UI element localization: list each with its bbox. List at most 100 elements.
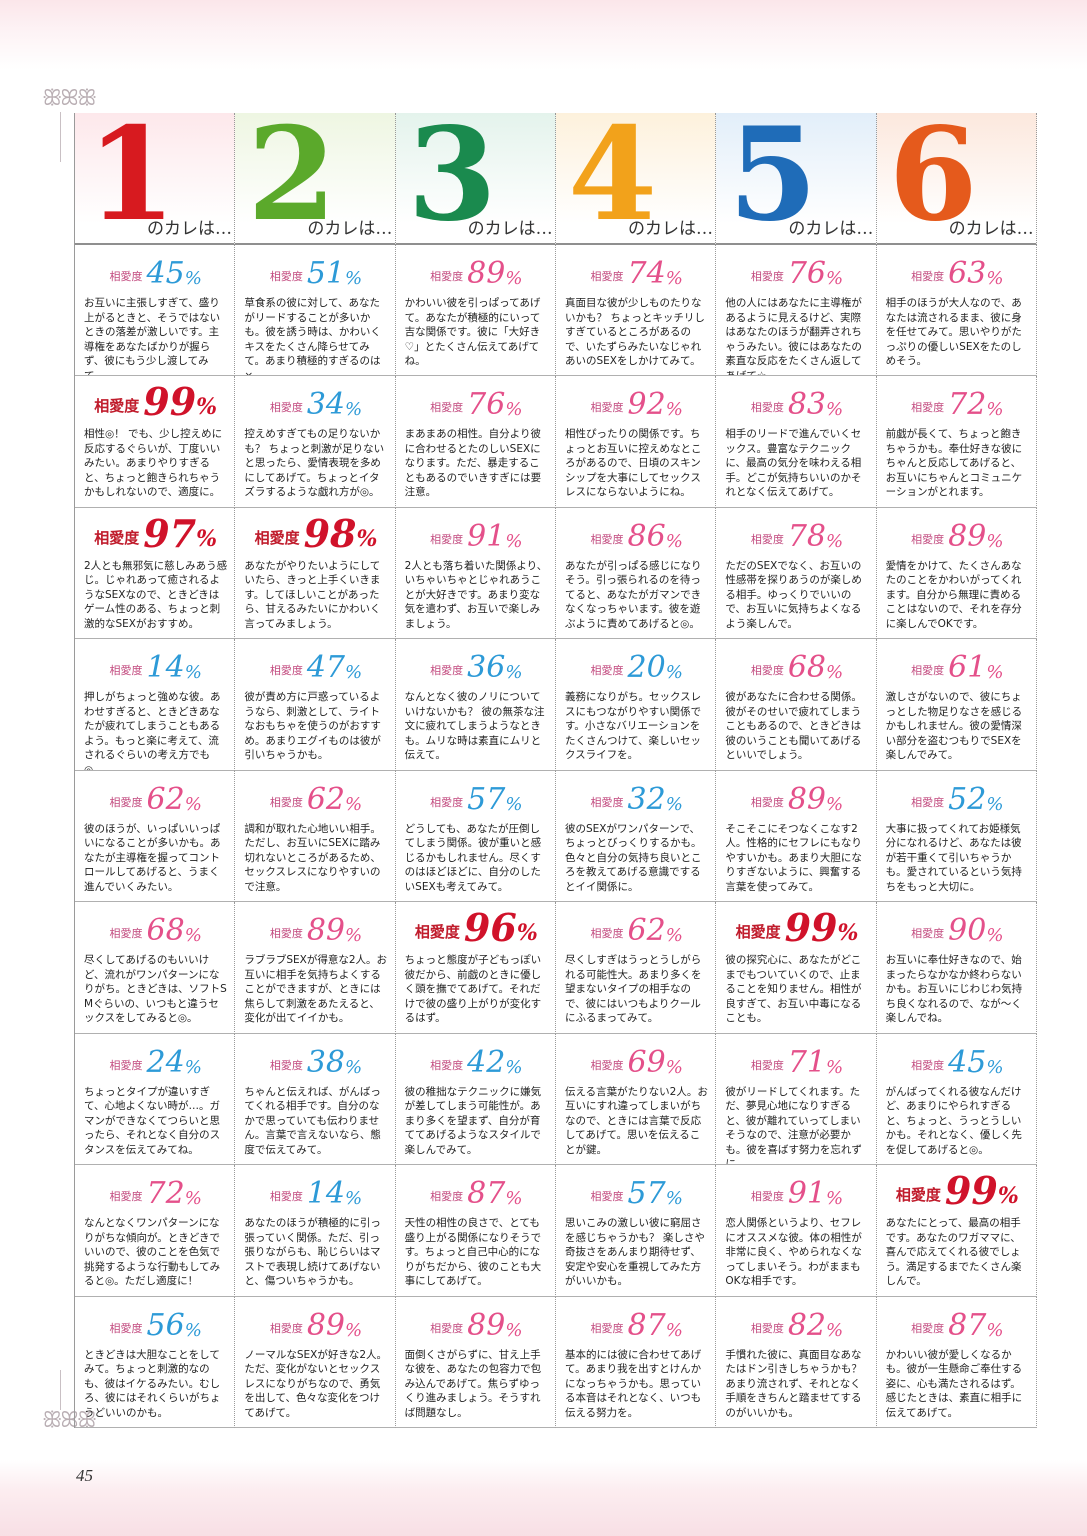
percent-sign: % [516,920,538,947]
flourish-ornament-top: ꕥꕤꕥ [42,86,97,111]
compatibility-rate: 相愛度 76% [725,251,868,291]
rate-value: 87 [948,1307,987,1343]
percent-sign: % [505,1188,523,1210]
compatibility-cell: 相愛度 89% ラブラブSEXが得意な2人。お互いに相手を気持ちよくすることができま… [235,902,396,1034]
compatibility-description: 基本的には彼に合わせてあげて。あまり我を出すとけんかになっちゃうかも。思っている… [564,1348,702,1419]
rate-value: 20 [627,650,666,686]
rate-label: 相愛度 [590,927,624,941]
compatibility-rate: 相愛度 72% [886,382,1029,422]
column-suffix: のカレは… [948,219,1034,239]
percent-sign: % [826,662,844,684]
rate-value: 62 [306,781,346,817]
rate-label: 相愛度 [750,401,784,415]
percent-sign: % [505,1319,523,1341]
compatibility-description: 相手のリードで進んでいくセックス。豊富なテクニックに、最高の気分を味わえる相手。… [725,428,862,499]
compatibility-cell: 相愛度 87% 基本的には彼に合わせてあげて。あまり我を出すとけんかになっちゃうかも… [555,1296,717,1428]
compatibility-description: 彼が責め方に戸惑っているようなら、刺激として、ライトなおもちゃを使うのがおすすめ… [244,691,381,762]
rate-value: 36 [467,650,506,686]
compatibility-description: どうしても、あなたが圧倒してしまう関係。彼が重いと感じるかもしれません。尽くすの… [404,822,542,893]
rate-value: 97 [143,510,197,556]
compatibility-cell: 相愛度 72% 前戯が長くて、ちょっと飽きちゃうかも。奉仕好きな彼にちゃんと反応して… [876,376,1037,508]
percent-sign: % [356,525,378,552]
rate-value: 14 [146,650,185,686]
column-number: 4 [567,113,658,245]
compatibility-rate: 相愛度 51% [244,251,387,291]
compatibility-rate: 相愛度 24% [84,1040,227,1080]
percent-sign: % [665,925,683,947]
compatibility-cell: 相愛度 14% あなたのほうが積極的に引っ張っていく関係。ただ、引っ張りながらも、恥… [235,1165,396,1297]
percent-sign: % [345,268,363,289]
rate-value: 90 [948,913,987,949]
compatibility-description: お互いに奉仕好きなので、始まったらなかなか終わらないかも。お互いにじわじわ気持ち… [885,954,1023,1025]
rate-label: 相愛度 [911,532,945,546]
percent-sign: % [826,399,844,421]
rate-value: 92 [627,387,666,423]
compatibility-cell: 相愛度 68% 尽くしてあげるのもいいけど、流れがワンパターンになりがち。ときどきは… [75,902,236,1034]
compatibility-description: 恋人関係というより、セフレにオススメな彼。体の相性が非常に良く、やめられなくなっ… [725,1217,862,1288]
rate-label: 相愛度 [269,270,303,283]
percent-sign: % [184,662,202,684]
percent-sign: % [665,793,683,815]
percent-sign: % [345,925,363,947]
rate-value: 99 [784,905,838,951]
compatibility-rate: 相愛度 42% [405,1040,548,1080]
rate-value: 89 [787,781,827,817]
compatibility-cell: 相愛度 76% 他の人にはあなたに主導権があるように見えるけど、実際はあなたのほうが… [716,245,877,377]
percent-sign: % [986,925,1004,947]
rate-label: 相愛度 [750,532,784,546]
rate-label: 相愛度 [911,270,945,283]
column-header-5: 5 のカレは… [716,113,877,245]
percent-sign: % [986,399,1004,421]
compatibility-cell: 相愛度 89% ノーマルなSEXが好きな2人。ただ、変化がないとセックスレスになりが… [235,1296,396,1428]
rate-value: 86 [627,518,666,554]
rate-label: 相愛度 [430,532,464,546]
compatibility-cell: 相愛度 71% 彼がリードしてくれます。ただ、夢見心地になりすぎると、彼が離れていっ… [716,1033,877,1166]
compatibility-description: ときどきは大胆なことをしてみて。ちょっと刺激的なのも、彼はイケるみたい。むしろ、… [84,1348,221,1419]
rate-label: 相愛度 [590,401,624,415]
compatibility-rate: 相愛度 96% [405,908,548,948]
top-pink-wash [0,0,1087,70]
compatibility-description: 天性の相性の良さで、とても盛り上がる関係になりそうです。ちょっと自己中心的になり… [404,1217,542,1288]
compatibility-cell: 相愛度 34% 控えめすぎてもの足りないかも？ ちょっと刺激が足りないと思ったら、愛… [235,376,396,508]
column-suffix: のカレは… [467,219,553,239]
rate-value: 87 [467,1176,506,1212]
rate-label: 相愛度 [430,1321,464,1335]
compatibility-rate: 相愛度 92% [565,382,708,422]
compatibility-cell: 相愛度 14% 押しがちょっと強めな彼。あわせすぎると、ときどきあなたが疲れてしまう… [75,639,236,771]
rate-value: 51 [306,256,346,291]
compatibility-description: 草食系の彼に対して、あなたがリードすることが多いかも。彼を誘う時は、かわいくキス… [244,297,381,377]
compatibility-description: ちょっと態度が子どもっぽい彼だから、前戯のときに優しく頭を撫でてあげて。それだけ… [404,954,542,1025]
compatibility-rate: 相愛度 45% [84,251,227,291]
rate-label: 相愛度 [94,397,140,416]
rate-label: 相愛度 [269,401,303,415]
compatibility-cell: 相愛度 99% 彼の探究心に、あなたがどこまでもついていくので、止まることを知りませ… [716,902,877,1034]
rate-label: 相愛度 [430,795,464,809]
compatibility-rate: 相愛度 91% [725,1171,868,1211]
compatibility-cell: 相愛度 78% ただのSEXでなく、お互いの性感帯を探りあうのが楽しめる相手。ゆっく… [716,507,877,640]
compatibility-description: 彼の探究心に、あなたがどこまでもついていくので、止まることを知りません。相性が良… [725,954,862,1025]
rate-value: 24 [146,1044,185,1080]
compatibility-rate: 相愛度 87% [565,1303,708,1343]
compatibility-description: 面倒くさがらずに、甘え上手な彼を、あなたの包容力で包み込んであげて。焦らずゆっく… [404,1348,542,1419]
compatibility-cell: 相愛度 36% なんとなく彼のノリについていけないかも？ 彼の無茶な注文に疲れてしま… [395,639,556,771]
compatibility-rate: 相愛度 89% [725,777,868,817]
rate-label: 相愛度 [269,1058,303,1072]
rate-label: 相愛度 [269,795,303,809]
percent-sign: % [184,1056,202,1078]
rate-label: 相愛度 [430,1058,464,1072]
compatibility-rate: 相愛度 89% [405,1303,548,1343]
compatibility-cell: 相愛度 57% どうしても、あなたが圧倒してしまう関係。彼が重いと感じるかもしれませ… [395,770,556,903]
rate-value: 45 [948,1044,987,1080]
compatibility-rate: 相愛度 36% [405,645,548,685]
compatibility-description: 相性◎！ でも、少し控えめに反応するぐらいが、丁度いいみたい。あまりやりすぎると… [84,428,223,499]
rate-label: 相愛度 [590,1321,624,1335]
rate-value: 68 [787,650,827,686]
compatibility-description: なんとなく彼のノリについていけないかも？ 彼の無茶な注文に疲れてしまうようなとき… [404,691,545,762]
compatibility-rate: 相愛度 34% [244,382,387,422]
compatibility-description: 尽くしすぎはうっとうしがられる可能性大。あまり多くを望まないタイプの相手なので、… [564,954,702,1025]
percent-sign: % [986,1319,1004,1341]
compatibility-rate: 相愛度 89% [405,251,548,291]
rate-value: 72 [146,1176,185,1212]
compatibility-description: あなたが引っぱる感じになりそう。引っ張られるのを待ってると、あなたがガマンできな… [564,559,702,630]
rate-value: 89 [467,1307,506,1343]
